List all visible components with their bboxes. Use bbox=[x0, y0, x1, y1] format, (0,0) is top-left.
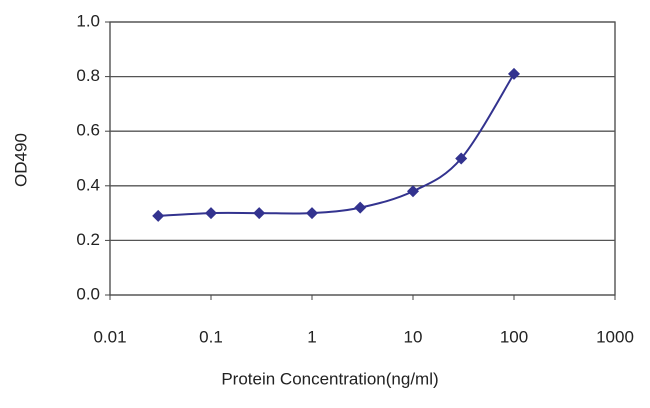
y-tick-label: 0.2 bbox=[76, 230, 100, 249]
x-tick-label: 1 bbox=[307, 327, 316, 346]
data-point bbox=[455, 152, 468, 165]
x-tick-label: 100 bbox=[500, 327, 528, 346]
plot-area bbox=[109, 21, 616, 296]
y-tick-label: 0.8 bbox=[76, 66, 100, 85]
y-tick-label: 0.4 bbox=[76, 175, 100, 194]
data-point bbox=[306, 207, 318, 220]
y-axis-label: OD490 bbox=[11, 133, 30, 187]
x-tick-label: 10 bbox=[404, 327, 423, 346]
y-tick-label: 0.0 bbox=[76, 284, 100, 303]
data-point bbox=[253, 207, 266, 220]
data-point bbox=[407, 185, 419, 198]
data-point bbox=[508, 67, 520, 80]
data-line bbox=[158, 73, 515, 217]
x-tick-label: 1000 bbox=[596, 327, 634, 346]
x-axis-label: Protein Concentration(ng/ml) bbox=[221, 369, 438, 388]
data-point bbox=[354, 201, 367, 214]
x-tick-label: 0.1 bbox=[199, 327, 223, 346]
data-point bbox=[152, 209, 165, 222]
y-tick-label: 0.6 bbox=[76, 121, 100, 140]
x-tick-label: 0.01 bbox=[93, 327, 126, 346]
data-point bbox=[205, 207, 217, 220]
y-tick-label: 1.0 bbox=[76, 11, 100, 30]
